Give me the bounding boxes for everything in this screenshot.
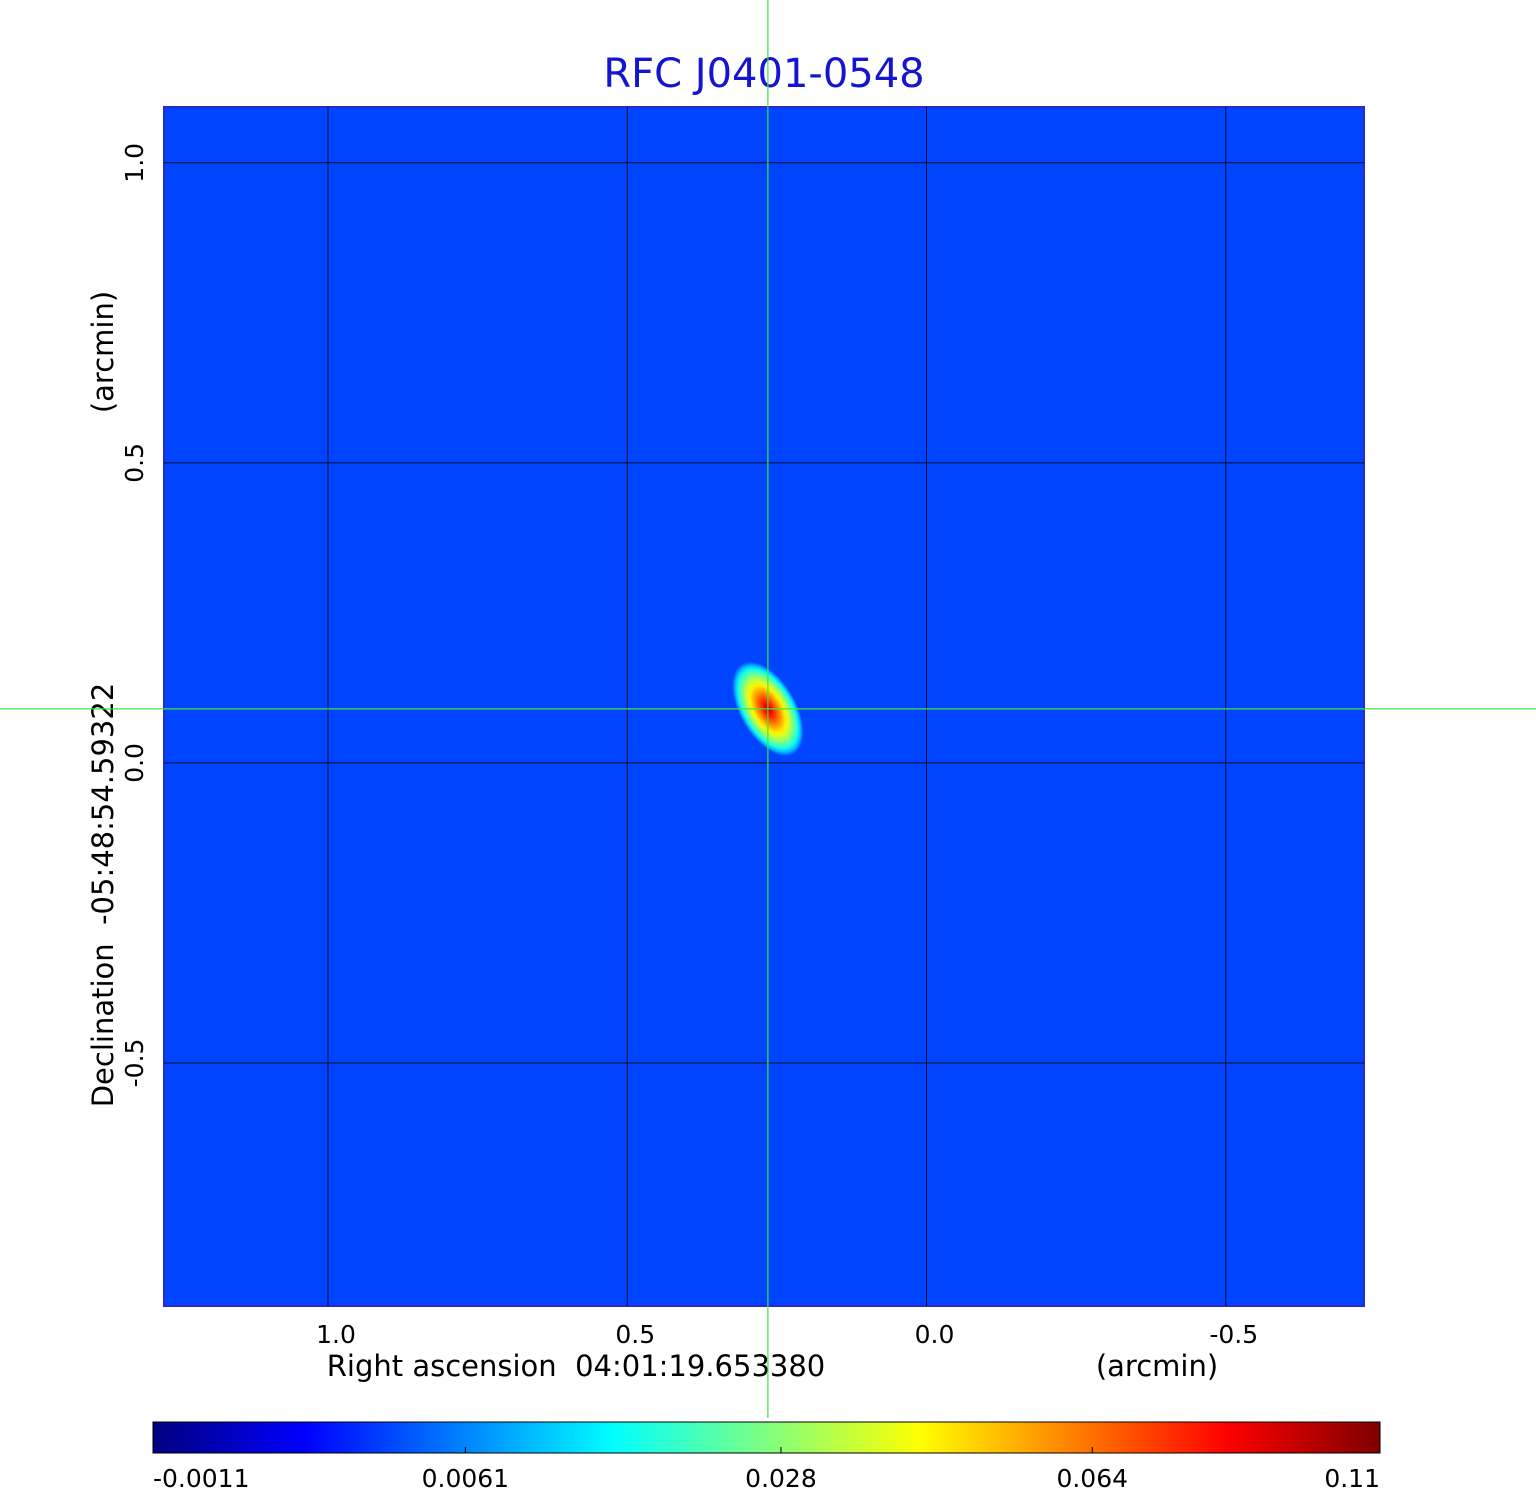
- x-tick-label: 0.0: [915, 1320, 955, 1349]
- colorbar-tick-label: 0.028: [745, 1464, 817, 1493]
- y-tick-label: 0.5: [120, 443, 149, 483]
- y-tick-label: -0.5: [120, 1039, 149, 1088]
- y-tick-label: 1.0: [120, 143, 149, 183]
- colorbar-tick-label: 0.0061: [422, 1464, 509, 1493]
- colorbar-tick-label: 0.11: [1324, 1464, 1380, 1493]
- x-axis-label: Right ascension 04:01:19.653380: [327, 1349, 826, 1383]
- x-tick-label: 1.0: [316, 1320, 356, 1349]
- colorbar: [152, 1421, 1381, 1454]
- x-tick-label: 0.5: [615, 1320, 655, 1349]
- y-axis-unit: (arcmin): [86, 291, 120, 413]
- y-tick-label: 0.0: [120, 743, 149, 783]
- plot-frame: [163, 106, 1365, 1307]
- colorbar-tick-label: -0.0011: [153, 1464, 250, 1493]
- x-axis-unit: (arcmin): [1096, 1349, 1218, 1383]
- x-tick-label: -0.5: [1209, 1320, 1258, 1349]
- chart-title: RFC J0401-0548: [603, 51, 924, 97]
- y-axis-label: Declination -05:48:54.59322: [86, 683, 120, 1108]
- colorbar-tick-label: 0.064: [1056, 1464, 1128, 1493]
